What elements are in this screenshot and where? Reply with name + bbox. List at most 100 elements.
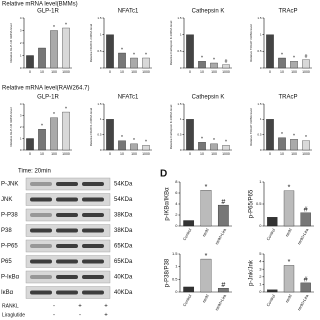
y-tick-label: 1	[259, 179, 262, 184]
x-tick-label: 10	[200, 152, 204, 156]
x-tick-label: 0	[269, 70, 271, 74]
significance: *	[121, 47, 123, 53]
bar	[266, 119, 274, 151]
x-tick-label: 100	[211, 152, 217, 156]
y-tick-label: 8	[175, 179, 178, 184]
bar	[130, 57, 138, 69]
significance: *	[201, 56, 203, 62]
chart-title: Cathepsin K	[192, 9, 225, 15]
significance: *	[121, 135, 123, 141]
x-tick-label: 10	[280, 152, 284, 156]
x-tick-label: 0	[189, 70, 191, 74]
y-tick-label: 1	[180, 32, 182, 36]
y-tick-label: 0.5	[97, 132, 102, 136]
chart-title: NFATc1	[118, 95, 139, 101]
x-tick-label: 0	[29, 152, 31, 156]
chart-title: GLP-1R	[37, 95, 59, 101]
blot-band	[30, 213, 52, 217]
bar	[50, 117, 58, 151]
bar	[278, 57, 286, 69]
blot-band	[82, 275, 104, 279]
blot-band	[30, 228, 52, 233]
y-tick-label: 0	[20, 66, 22, 70]
y-tick-label: 1	[180, 117, 182, 121]
x-tick-label: 1000	[62, 152, 70, 156]
x-tick-label: rankl	[201, 293, 210, 303]
y-axis-label: Relative Cathepsin K mRNA level	[169, 20, 173, 65]
blot-band	[82, 259, 104, 264]
y-tick-label: 0.5	[256, 201, 262, 206]
bar	[290, 61, 298, 69]
x-tick-label: 100	[291, 70, 297, 74]
x-tick-label: 1000	[142, 70, 150, 74]
significance: *	[225, 140, 227, 146]
y-tick-label: 1	[260, 32, 262, 36]
blot-band	[56, 290, 78, 295]
blot-band	[30, 182, 52, 186]
x-tick-label: Control	[182, 293, 193, 307]
blot-size-label: 54KDa	[114, 197, 133, 203]
bar	[183, 220, 195, 227]
bar	[183, 286, 195, 293]
blot-band	[30, 259, 52, 264]
treatment-label: Liraglutide	[2, 312, 25, 318]
x-tick-label: 10	[40, 70, 44, 74]
bar	[198, 61, 206, 69]
blot-band	[82, 213, 104, 217]
y-tick-label: 0	[180, 148, 182, 152]
x-tick-label: 100	[211, 70, 217, 74]
blot-row-label: P-P38	[1, 213, 18, 219]
significance: *	[65, 106, 67, 112]
blot-band	[82, 182, 104, 186]
blot-size-label: 40KDa	[114, 290, 133, 296]
significance: *	[213, 57, 215, 63]
bar	[222, 145, 230, 151]
y-tick-label: 0.5	[172, 276, 178, 281]
x-tick-label: 1000	[302, 70, 310, 74]
row-title: Relative mRNA level(BMMs)	[2, 2, 78, 8]
x-tick-label: Control	[265, 293, 276, 307]
y-tick-label: 4	[259, 259, 262, 264]
y-axis-label: Relative GLP-1R mRNA level	[9, 107, 13, 146]
x-tick-label: 100	[291, 152, 297, 156]
blot-size-label: 65KDa	[114, 259, 133, 265]
y-tick-label: 4	[175, 201, 178, 206]
blot-row-label: P-P65	[1, 244, 18, 250]
panel-label: D	[160, 169, 167, 180]
y-axis-label: Relative NFATc1 mRNA level	[89, 107, 93, 146]
treatment-sign: +	[104, 313, 108, 319]
significance: *	[281, 132, 283, 138]
significance: *	[288, 259, 291, 266]
x-tick-label: Control	[182, 227, 193, 241]
y-tick-label: 1.5	[257, 102, 262, 106]
x-tick-label: rankl+Lira	[214, 227, 228, 245]
significance: *	[145, 140, 147, 146]
y-tick-label: 0.5	[177, 132, 182, 136]
blot-row-label: JNK	[1, 197, 12, 203]
significance: *	[53, 112, 55, 118]
bar	[106, 119, 114, 151]
y-tick-label: 0	[259, 223, 262, 228]
bar	[283, 190, 295, 227]
treatment-sign: -	[79, 313, 81, 319]
chart-title: TRAcP	[278, 95, 297, 101]
bar	[62, 27, 70, 69]
y-axis-label: p-IKBα/IKBα	[165, 187, 171, 221]
y-tick-label: 0.5	[257, 132, 262, 136]
bar	[142, 57, 150, 69]
bar	[38, 129, 46, 151]
y-tick-label: 1	[20, 136, 22, 140]
blot-band	[56, 275, 78, 279]
bar	[210, 62, 218, 69]
y-axis-label: p-P38/P38	[165, 258, 171, 287]
significance: *	[305, 135, 307, 141]
bar	[142, 145, 150, 151]
bar	[266, 34, 274, 69]
x-tick-label: 1000	[222, 152, 230, 156]
bar	[186, 119, 194, 151]
x-tick-label: 1000	[222, 70, 230, 74]
blot-band	[56, 213, 78, 217]
blot-band	[30, 197, 52, 202]
blot-band	[30, 275, 52, 279]
